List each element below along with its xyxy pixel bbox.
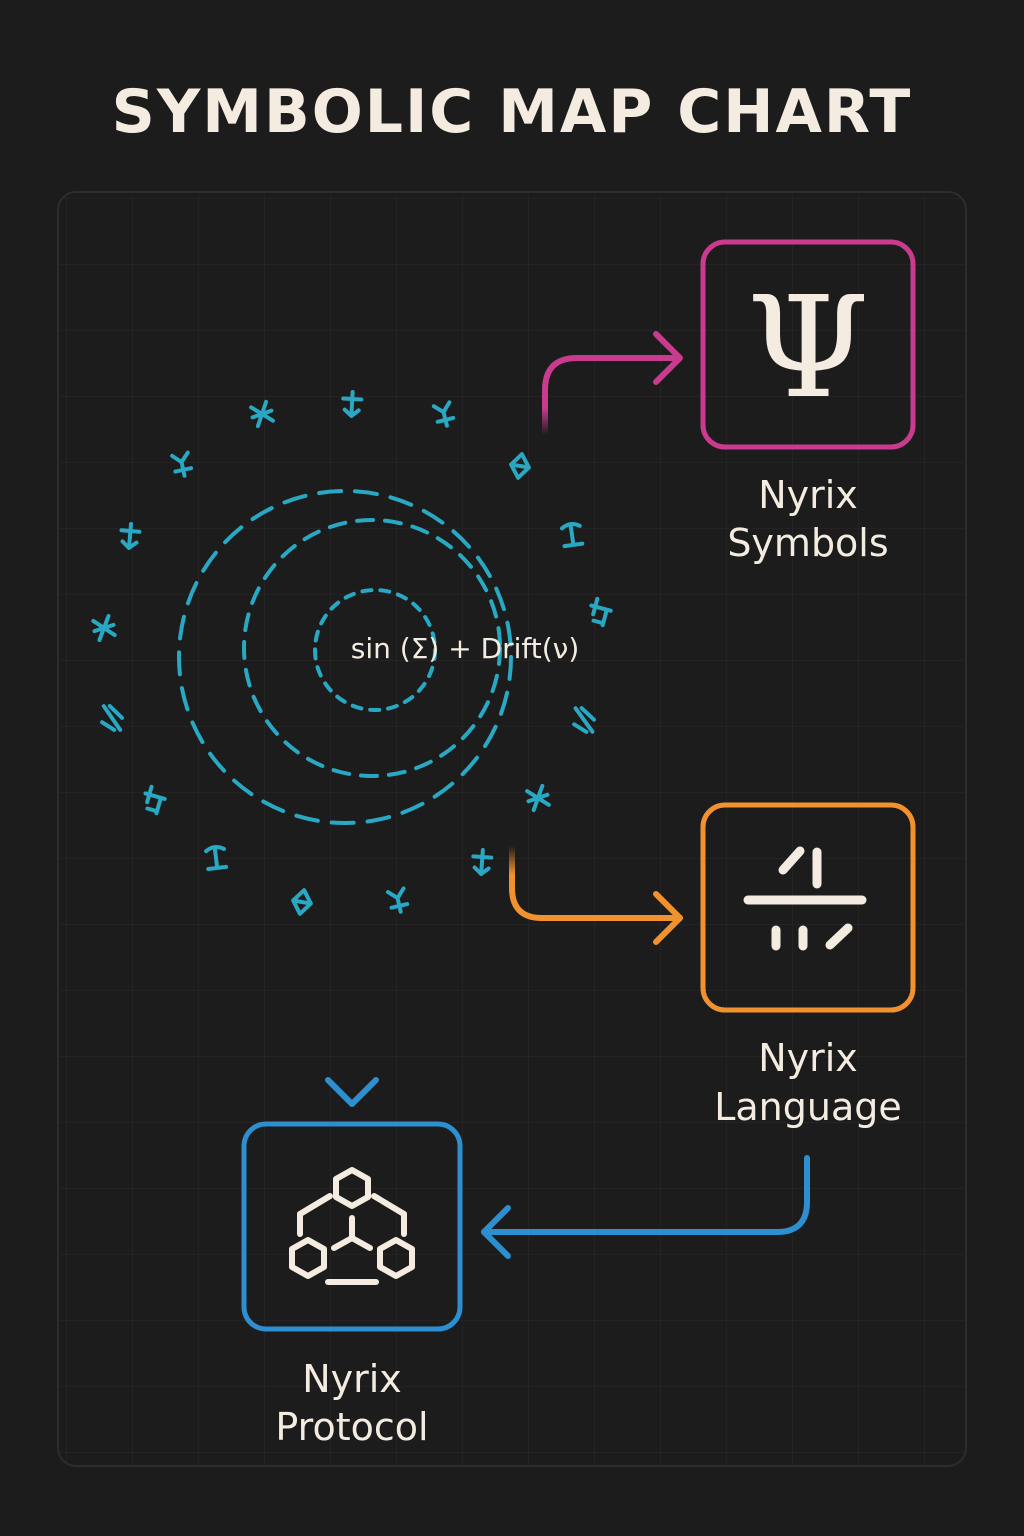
language-label-line2: Language (714, 1085, 902, 1129)
node-nyrix-symbols[interactable]: Ψ Nyrix Symbols (700, 239, 916, 565)
connector-ring-to-language (509, 843, 683, 945)
connector-ring-to-protocol (325, 927, 379, 1107)
middle-dashed-ring (242, 518, 502, 778)
rune-glyph-icon (572, 706, 596, 734)
spiral-rings (177, 489, 513, 825)
outer-dashed-ring (177, 489, 513, 825)
rune-glyph-icon (291, 888, 313, 916)
symbols-label-line2: Symbols (727, 521, 888, 565)
formula-label: sin (Σ) + Drift(ν) (351, 632, 580, 665)
rune-glyph-icon (471, 848, 494, 876)
rune-glyph-icon (559, 521, 585, 549)
glyph-ring (91, 390, 613, 916)
protocol-box (241, 1121, 463, 1332)
connector-ring-to-symbols (542, 331, 683, 438)
rune-glyph-icon (143, 784, 167, 816)
rune-glyph-icon (119, 522, 142, 550)
inner-dashed-ring (313, 588, 437, 712)
symbols-label-line1: Nyrix (758, 473, 858, 517)
node-nyrix-protocol[interactable]: Nyrix Protocol (241, 1121, 463, 1449)
diagram-panel (57, 191, 967, 1467)
psi-icon: Ψ (747, 267, 870, 430)
rune-glyph-icon (589, 596, 613, 628)
rune-glyph-icon (204, 844, 229, 872)
arrowhead-symbols (653, 331, 683, 385)
rune-glyph-icon (525, 783, 551, 813)
rune-glyph-icon (385, 886, 410, 914)
node-nyrix-language[interactable]: Nyrix Language (700, 802, 916, 1129)
language-box (700, 802, 916, 1013)
protocol-label-line2: Protocol (275, 1405, 428, 1449)
connector-language-to-protocol (481, 1155, 810, 1259)
symbols-box (700, 239, 916, 450)
arrowhead-language (653, 891, 683, 945)
rune-glyph-icon (91, 614, 117, 642)
protocol-label-line1: Nyrix (302, 1357, 402, 1401)
arrowhead-protocol (325, 1077, 379, 1107)
language-label-line1: Nyrix (758, 1036, 858, 1080)
chart-title: SYMBOLIC MAP CHART (112, 77, 913, 147)
rune-glyph-icon (431, 400, 456, 428)
glyph-cross-icon (743, 846, 867, 951)
rune-glyph-icon (170, 450, 194, 478)
rune-glyph-icon (249, 399, 275, 429)
rune-glyph-icon (341, 390, 364, 418)
hexagon-network-icon (289, 1167, 415, 1285)
rune-glyph-icon (509, 452, 531, 480)
arrowhead-protocol-side (481, 1205, 511, 1259)
rune-glyph-icon (100, 704, 124, 732)
